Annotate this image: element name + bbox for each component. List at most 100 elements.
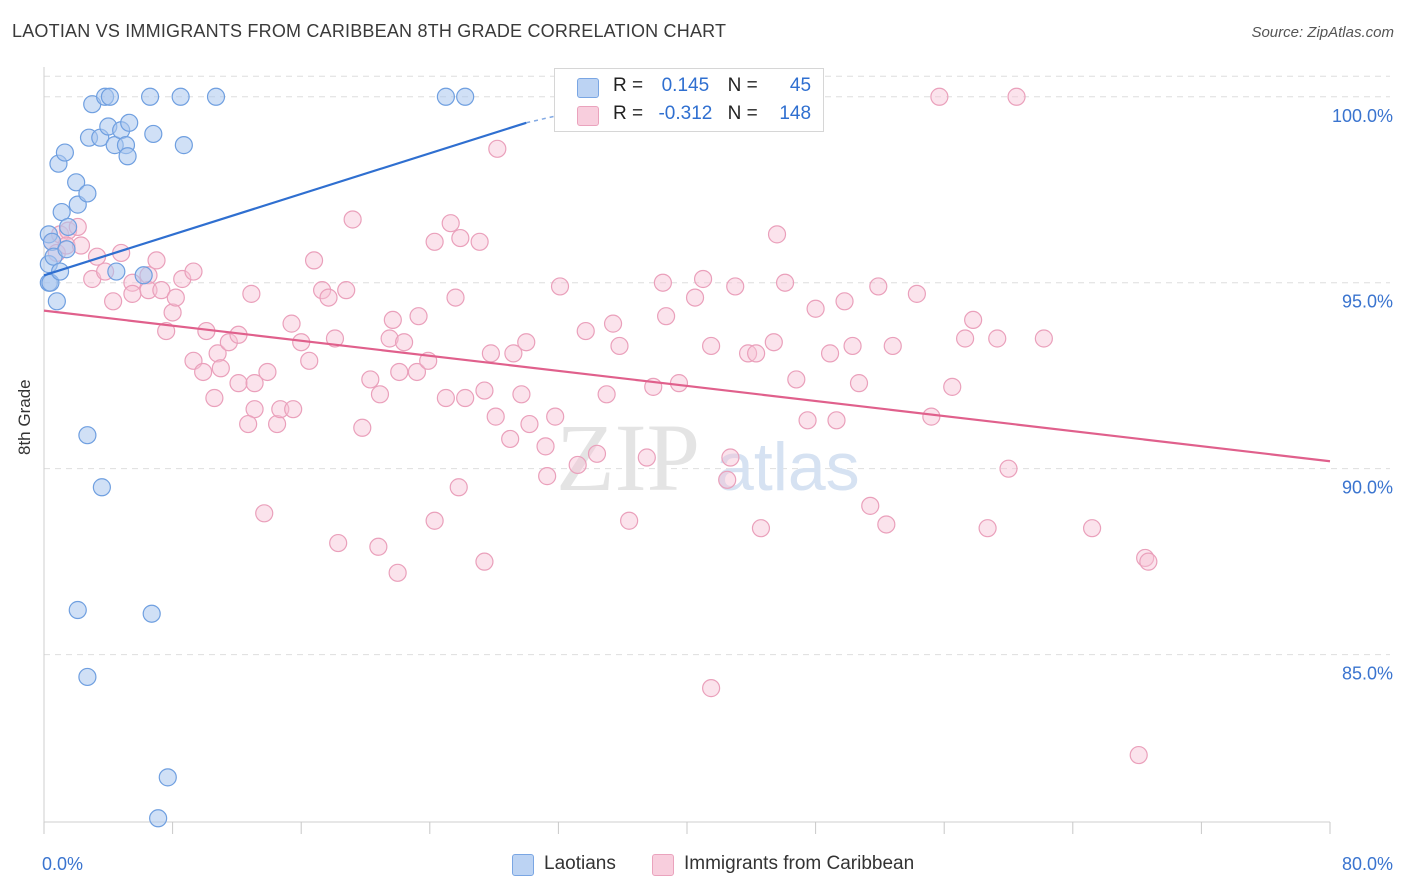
laotian-point (142, 604, 161, 623)
caribbean-point (576, 321, 595, 341)
caribbean-point (211, 359, 230, 378)
laotians-r-value: 0.145 (661, 75, 710, 96)
caribbean-point (922, 407, 941, 426)
caribbean-point (219, 333, 238, 352)
caribbean-point (258, 362, 277, 382)
caribbean-point (999, 459, 1018, 478)
laotian-point (78, 667, 97, 687)
laotian-point (171, 87, 190, 106)
laotian-point (47, 292, 66, 311)
laotian-point (57, 240, 76, 259)
caribbean-point (284, 400, 303, 419)
caribbean-point (568, 455, 587, 475)
caribbean-point (337, 281, 356, 300)
caribbean-point (517, 333, 536, 352)
caribbean-point (1082, 519, 1102, 538)
caribbean-point (267, 414, 287, 434)
laotian-point (67, 173, 86, 192)
caribbean-point (271, 400, 290, 419)
caribbean-point (702, 336, 721, 356)
caribbean-point (205, 388, 224, 408)
y-tick-label: 100.0% (1332, 106, 1393, 126)
laotian-point (149, 809, 168, 828)
caribbean-point (767, 225, 787, 244)
caribbean-point (425, 511, 444, 530)
laotian-trend-extension (526, 114, 559, 124)
caribbean-point (383, 310, 402, 330)
laotian-point (68, 600, 87, 620)
caribbean-point (787, 370, 806, 389)
caribbean-point (229, 374, 248, 393)
caribbean-point (388, 563, 407, 582)
caribbean-point (657, 307, 676, 326)
caribbean-point (152, 281, 171, 300)
caribbean-point (877, 515, 896, 534)
caribbean-point (504, 344, 523, 363)
caribbean-point (955, 329, 975, 348)
caribbean-point (827, 411, 846, 430)
laotian-point (118, 147, 137, 166)
caribbean-point (282, 314, 301, 333)
laotian-point (50, 262, 70, 281)
caribbean-point (446, 288, 465, 307)
caribbean-point (449, 478, 468, 497)
caribbean-point (486, 407, 505, 426)
y-tick-label: 95.0% (1342, 292, 1393, 312)
legend-n-label: N = (727, 103, 758, 124)
caribbean-point (343, 210, 362, 229)
x-tick-label: 0.0% (42, 854, 83, 874)
caribbean-point (907, 284, 926, 303)
caribbean-point (1007, 87, 1026, 106)
caribbean-point (245, 374, 264, 393)
caribbean-point (441, 214, 460, 233)
laotians-legend-swatch (512, 854, 534, 876)
caribbean-point (353, 418, 372, 437)
caribbean-point (456, 388, 475, 408)
laotian-point (158, 768, 177, 787)
x-tick-label: 80.0% (1342, 854, 1393, 874)
caribbean-point (775, 273, 795, 292)
caribbean-point (764, 333, 783, 352)
caribbean-point (1139, 552, 1158, 571)
caribbean-point (685, 288, 705, 307)
watermark: ZIP atlas (556, 404, 860, 511)
caribbean-point (978, 519, 997, 538)
caribbean-legend-label: Immigrants from Caribbean (684, 853, 915, 874)
caribbean-point (166, 288, 185, 307)
laotian-trend-line (43, 121, 527, 277)
caribbean-point (718, 470, 737, 489)
caribbean-point (300, 351, 319, 370)
caribbean-point (157, 321, 176, 341)
caribbean-n-value: 148 (779, 103, 812, 124)
caribbean-point (208, 344, 227, 363)
caribbean-point (550, 277, 570, 296)
grid-lines (44, 75, 1390, 656)
caribbean-point (943, 377, 962, 396)
laotian-point (436, 87, 455, 106)
laotian-point (78, 426, 97, 445)
caribbean-point (163, 303, 182, 322)
caribbean-point (329, 533, 348, 553)
caribbean-point (988, 329, 1007, 348)
caribbean-point (861, 496, 880, 515)
caribbean-point (610, 336, 629, 356)
caribbean-point (653, 273, 672, 292)
caribbean-point (407, 362, 427, 382)
caribbean-point (883, 336, 902, 356)
caribbean-point (726, 277, 745, 296)
caribbean-point (930, 87, 949, 106)
caribbean-point (798, 411, 817, 430)
caribbean-point (587, 444, 607, 463)
laotian-point (100, 87, 120, 106)
laotian-point (59, 217, 78, 237)
laotian-point (55, 143, 74, 162)
caribbean-point (488, 139, 507, 158)
caribbean-point (869, 277, 888, 296)
caribbean-point (620, 511, 639, 530)
tick-labels: 85.0% 90.0% 95.0% 100.0% 0.0% 80.0% (42, 106, 1393, 874)
caribbean-point (820, 344, 840, 363)
caribbean-point (242, 284, 261, 303)
caribbean-point (849, 374, 869, 393)
caribbean-point (104, 292, 123, 311)
